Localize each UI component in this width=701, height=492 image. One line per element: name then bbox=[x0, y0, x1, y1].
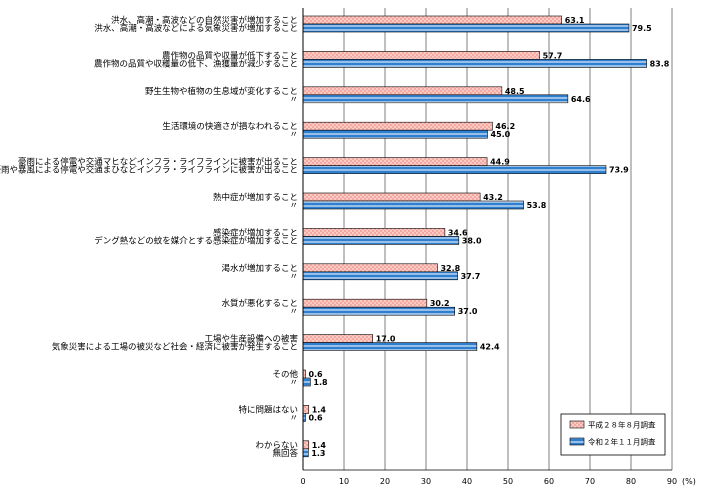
value-label-0-1: 79.5 bbox=[632, 24, 652, 33]
bar-7-series-1 bbox=[302, 271, 458, 281]
value-label-0-0: 63.1 bbox=[565, 16, 585, 25]
category-label-5-1: 〃 bbox=[289, 201, 298, 211]
value-label-4-0: 44.9 bbox=[490, 158, 510, 167]
x-tick-label-20: 20 bbox=[380, 477, 390, 486]
category-label-4-1: 豪雨や暴風による停電や交通まひなどインフラ・ライフラインに被害が出ること bbox=[0, 165, 298, 176]
bar-5-series-1 bbox=[302, 200, 524, 210]
legend-label-2016: 平成２８年８月調査 bbox=[588, 420, 656, 430]
x-axis: 0 10 20 30 40 50 60 70 80 90 (%) bbox=[300, 8, 696, 486]
x-tick-label-80: 80 bbox=[626, 477, 636, 486]
value-label-11-0: 1.4 bbox=[312, 405, 327, 414]
grid-lines bbox=[343, 8, 673, 470]
bar-1-series-0 bbox=[302, 51, 540, 60]
value-label-7-1: 37.7 bbox=[461, 272, 481, 281]
value-label-12-1: 1.3 bbox=[311, 449, 325, 458]
bar-0-series-1 bbox=[302, 23, 630, 33]
x-tick-label-70: 70 bbox=[585, 477, 595, 486]
category-label-0-0: 洪水、高潮・高波などの自然災害が増加すること bbox=[111, 15, 298, 26]
category-label-5-0: 熱中症が増加すること bbox=[213, 192, 298, 203]
value-label-9-1: 42.4 bbox=[480, 343, 500, 352]
bar-2-series-1 bbox=[302, 94, 569, 104]
value-label-2-0: 48.5 bbox=[505, 87, 525, 96]
category-label-9-0: 工場や生産設備への被害 bbox=[204, 334, 298, 345]
value-label-3-0: 46.2 bbox=[495, 122, 515, 131]
bar-4-series-0 bbox=[302, 157, 488, 166]
value-label-11-1: 0.6 bbox=[308, 413, 323, 422]
bar-6-series-0 bbox=[302, 228, 446, 237]
legend-label-2020: 令和２年１１月調査 bbox=[588, 437, 656, 447]
value-label-5-0: 43.2 bbox=[483, 193, 503, 202]
value-label-10-0: 0.6 bbox=[308, 370, 323, 379]
category-label-3-0: 生活環境の快適さが損なわれること bbox=[162, 121, 298, 132]
value-label-1-0: 57.7 bbox=[543, 51, 563, 60]
category-label-0-1: 洪水、高潮・高波などによる気象災害が増加すること bbox=[94, 23, 298, 34]
bar-8-series-0 bbox=[302, 298, 428, 308]
value-label-12-0: 1.4 bbox=[312, 441, 327, 450]
category-label-8-1: 〃 bbox=[289, 307, 298, 317]
category-label-12-0: わからない bbox=[255, 441, 298, 451]
value-label-2-1: 64.6 bbox=[571, 95, 591, 104]
bar-0-series-0 bbox=[302, 15, 563, 25]
bar-11-series-0 bbox=[302, 405, 310, 414]
legend-swatch-2016 bbox=[569, 420, 585, 429]
value-label-8-1: 37.0 bbox=[458, 307, 478, 316]
category-label-10-1: 〃 bbox=[289, 378, 298, 388]
x-tick-label-30: 30 bbox=[421, 477, 431, 486]
bar-9-series-0 bbox=[302, 334, 373, 343]
category-label-6-0: 感染症が増加すること bbox=[213, 227, 298, 238]
x-tick-label-50: 50 bbox=[503, 477, 513, 486]
legend: 平成２８年８月調査 令和２年１１月調査 bbox=[560, 413, 666, 456]
bar-5-series-0 bbox=[302, 192, 481, 202]
category-label-11-1: 〃 bbox=[289, 413, 298, 423]
category-label-8-0: 水質が悪化すること bbox=[221, 298, 298, 309]
value-label-8-0: 30.2 bbox=[430, 299, 450, 308]
value-label-9-0: 17.0 bbox=[376, 335, 396, 344]
value-label-6-0: 34.6 bbox=[448, 228, 468, 237]
value-label-4-1: 73.9 bbox=[609, 166, 629, 175]
category-labels: 洪水、高潮・高波などの自然災害が増加すること洪水、高潮・高波などによる気象災害が… bbox=[0, 15, 298, 459]
bar-12-series-1 bbox=[302, 448, 309, 458]
legend-swatch-2020 bbox=[569, 437, 585, 446]
bar-1-series-1 bbox=[302, 59, 647, 68]
value-label-6-1: 38.0 bbox=[462, 236, 482, 245]
category-label-1-0: 農作物の品質や収量が低下すること bbox=[162, 50, 298, 61]
category-label-10-0: その他 bbox=[272, 369, 298, 380]
bar-2-series-0 bbox=[302, 86, 503, 96]
category-label-6-1: デング熱などの蚊を媒介とする感染症が増加すること bbox=[94, 235, 298, 246]
value-labels: 63.1 79.5 57.7 83.8 48.5 64.6 46.245.0 44.9 73.9… bbox=[308, 16, 669, 458]
bar-6-series-1 bbox=[302, 236, 460, 245]
bar-12-series-0 bbox=[302, 440, 310, 450]
bar-7-series-0 bbox=[302, 263, 438, 273]
bar-3-series-1 bbox=[302, 129, 488, 139]
category-label-3-1: 〃 bbox=[289, 130, 298, 140]
value-label-5-1: 53.8 bbox=[527, 201, 547, 210]
x-tick-label-90: 90 bbox=[667, 477, 677, 486]
category-label-2-0: 野生生物や植物の生息域が変化すること bbox=[145, 86, 298, 97]
category-label-7-0: 渇水が増加すること bbox=[221, 263, 298, 274]
bar-10-series-1 bbox=[302, 377, 311, 387]
category-label-4-0: 豪雨による停電や交通マヒなどインフラ・ライフラインに被害が出ること bbox=[18, 157, 298, 168]
x-tick-label-0: 0 bbox=[300, 477, 305, 486]
value-label-1-1: 83.8 bbox=[650, 59, 670, 68]
x-unit-label: (%) bbox=[682, 477, 696, 486]
category-label-7-1: 〃 bbox=[289, 272, 298, 282]
value-label-3-1: 45.0 bbox=[491, 130, 511, 139]
category-label-9-1: 気象災害による工場の被災など社会・経済に被害が発生すること bbox=[52, 342, 298, 353]
category-label-11-0: 特に問題はない bbox=[238, 404, 298, 415]
x-tick-label-10: 10 bbox=[339, 477, 349, 486]
value-label-10-1: 1.8 bbox=[313, 378, 328, 387]
bar-9-series-1 bbox=[302, 342, 478, 351]
value-label-7-0: 32.8 bbox=[440, 264, 460, 273]
x-tick-label-60: 60 bbox=[544, 477, 554, 486]
bar-8-series-1 bbox=[302, 306, 455, 316]
x-tick-label-40: 40 bbox=[462, 477, 472, 486]
bar-4-series-1 bbox=[302, 165, 607, 174]
category-label-1-1: 農作物の品質や収穫量の低下、漁獲量が減少すること bbox=[94, 58, 298, 69]
bar-3-series-0 bbox=[302, 121, 493, 131]
category-label-12-1: 無回答 bbox=[272, 448, 298, 459]
category-label-2-1: 〃 bbox=[289, 95, 298, 105]
